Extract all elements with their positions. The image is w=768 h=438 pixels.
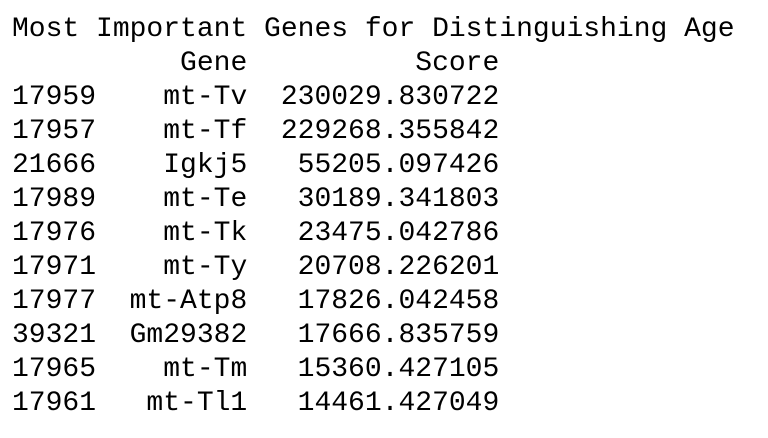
- score: 14461.427049: [297, 388, 500, 419]
- gene-name: mt-Ty: [163, 252, 248, 283]
- table-row: 17971 mt-Ty 20708.226201: [12, 251, 752, 285]
- console-output: Most Important Genes for Distinguishing …: [12, 13, 752, 421]
- table-row: 21666 Igkj5 55205.097426: [12, 149, 752, 183]
- score: 230029.830722: [280, 82, 500, 113]
- table-row: 17976 mt-Tk 23475.042786: [12, 217, 752, 251]
- score: 30189.341803: [297, 184, 500, 215]
- gene-name: Igkj5: [163, 150, 248, 181]
- score: 17826.042458: [297, 286, 500, 317]
- score: 17666.835759: [297, 320, 500, 351]
- table-row: 17961 mt-Tl1 14461.427049: [12, 387, 752, 421]
- score: 229268.355842: [280, 116, 500, 147]
- title: Most Important Genes for Distinguishing …: [12, 14, 735, 45]
- gene-name: mt-Atp8: [129, 286, 248, 317]
- gene-name: mt-Tf: [163, 116, 248, 147]
- gene-name: Gm29382: [129, 320, 248, 351]
- row-index: 17959: [12, 82, 97, 113]
- row-index: 17989: [12, 184, 97, 215]
- row-index: 17976: [12, 218, 97, 249]
- score: 15360.427105: [297, 354, 500, 385]
- row-index: 17961: [12, 388, 97, 419]
- gene-name: mt-Tv: [163, 82, 248, 113]
- table-row: 17957 mt-Tf 229268.355842: [12, 115, 752, 149]
- row-index: 39321: [12, 320, 97, 351]
- column-header: Score: [415, 48, 500, 79]
- row-index: 17957: [12, 116, 97, 147]
- table-row: 17959 mt-Tv 230029.830722: [12, 81, 752, 115]
- table-row: 17989 mt-Te 30189.341803: [12, 183, 752, 217]
- score: 20708.226201: [297, 252, 500, 283]
- gene-name: mt-Te: [163, 184, 248, 215]
- row-index: 17965: [12, 354, 97, 385]
- score: 55205.097426: [297, 150, 500, 181]
- gene-name: mt-Tl1: [146, 388, 248, 419]
- row-index: 21666: [12, 150, 97, 181]
- row-index: 17977: [12, 286, 97, 317]
- header-row: Gene Score: [12, 47, 752, 81]
- column-header: Gene: [180, 48, 248, 79]
- table-row: 17977 mt-Atp8 17826.042458: [12, 285, 752, 319]
- score: 23475.042786: [297, 218, 500, 249]
- table-row: 39321 Gm29382 17666.835759: [12, 319, 752, 353]
- gene-name: mt-Tk: [163, 218, 248, 249]
- table-row: 17965 mt-Tm 15360.427105: [12, 353, 752, 387]
- gene-name: mt-Tm: [163, 354, 248, 385]
- row-index: 17971: [12, 252, 97, 283]
